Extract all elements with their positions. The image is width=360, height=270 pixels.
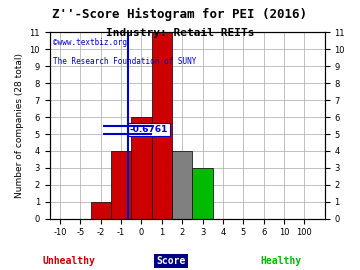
Bar xyxy=(192,168,213,219)
Bar xyxy=(152,32,172,219)
Bar xyxy=(111,151,131,219)
Text: The Research Foundation of SUNY: The Research Foundation of SUNY xyxy=(53,57,196,66)
Text: Industry: Retail REITs: Industry: Retail REITs xyxy=(106,28,254,38)
Text: ©www.textbiz.org: ©www.textbiz.org xyxy=(53,38,126,47)
Text: Z''-Score Histogram for PEI (2016): Z''-Score Histogram for PEI (2016) xyxy=(53,8,307,21)
Bar xyxy=(131,117,152,219)
Y-axis label: Number of companies (28 total): Number of companies (28 total) xyxy=(15,53,24,198)
Bar xyxy=(90,202,111,219)
Text: Score: Score xyxy=(156,256,185,266)
Text: Healthy: Healthy xyxy=(260,256,301,266)
Bar xyxy=(172,151,192,219)
Text: Unhealthy: Unhealthy xyxy=(42,256,95,266)
Text: -0.6761: -0.6761 xyxy=(130,125,168,134)
